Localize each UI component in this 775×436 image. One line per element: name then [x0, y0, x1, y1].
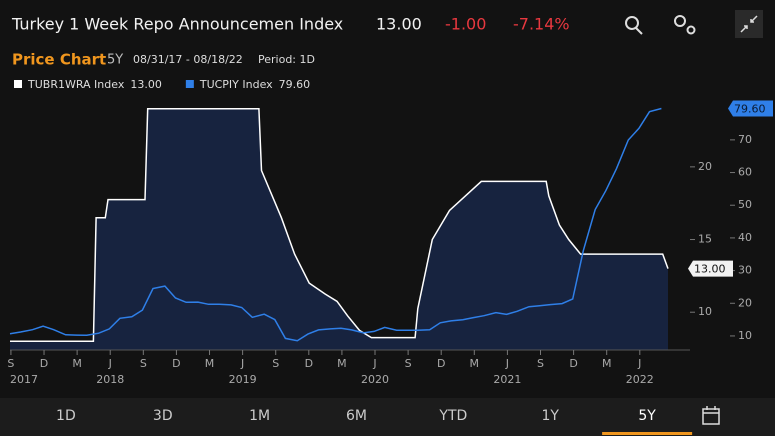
year-label: 2018 [96, 373, 124, 386]
tabs: 1D 3D 1M 6M YTD 1Y 5Y [56, 408, 693, 435]
area [10, 108, 668, 350]
legend-value: 79.60 [279, 78, 311, 91]
settings-icon[interactable] [674, 15, 696, 35]
x-tick-label: D [40, 357, 48, 370]
x-tick-label: D [305, 357, 313, 370]
collapse-button[interactable] [735, 10, 763, 38]
last-value-label: 13.00 [694, 263, 726, 276]
period: Period: 1D [258, 53, 315, 66]
x-tick-label: J [372, 357, 376, 370]
change: -1.00 [445, 15, 486, 34]
x-tick-label: D [569, 357, 577, 370]
tab[interactable]: 1Y [542, 408, 560, 424]
x-tick-label: S [140, 357, 147, 370]
last-value-box [688, 260, 733, 277]
legend-swatch [14, 80, 22, 88]
year-label: 2020 [361, 373, 389, 386]
tab[interactable]: 6M [346, 408, 367, 424]
price-chart-label: Price Chart [12, 51, 106, 69]
legend-label: TUCPIY Index [199, 78, 273, 91]
year-label: 2017 [10, 373, 38, 386]
x-tick-label: M [72, 357, 82, 370]
legend-label: TUBR1WRA Index [27, 78, 125, 91]
y-tick-label: 10 [698, 305, 712, 318]
legend-swatch [185, 80, 194, 88]
y2-tick-label: 30 [738, 264, 752, 277]
x-tick-label: D [172, 357, 180, 370]
x-tick-label: M [337, 357, 347, 370]
y2-tick-label: 70 [738, 133, 752, 146]
x-tick-label: S [7, 357, 14, 370]
legend-value: 13.00 [130, 78, 162, 91]
x-tick-label: S [272, 357, 279, 370]
tab[interactable]: 1D [56, 408, 76, 424]
x-tick-label: J [108, 357, 112, 370]
year-label: 2019 [229, 373, 257, 386]
calendar-icon[interactable] [702, 406, 720, 425]
y2-tick-label: 40 [738, 231, 752, 244]
x-tick-label: M [205, 357, 215, 370]
x-tick-label: J [637, 357, 641, 370]
x-tick-label: J [240, 357, 244, 370]
search-icon[interactable] [625, 16, 643, 35]
last-value-box [728, 100, 773, 117]
x-tick-label: S [405, 357, 412, 370]
y-tick-label: 20 [698, 160, 712, 173]
last-price: 13.00 [376, 15, 422, 34]
tab[interactable]: 5Y [638, 408, 656, 424]
line [10, 107, 669, 343]
change-pct: -7.14% [513, 15, 570, 34]
line [9, 107, 662, 342]
date-range: 08/31/17 - 08/18/22 [133, 53, 243, 66]
last-value-label: 79.60 [734, 102, 766, 115]
x-tick-label: M [470, 357, 480, 370]
tab[interactable]: YTD [438, 408, 467, 424]
tab-selected-indicator [602, 432, 693, 435]
y2-tick-label: 10 [738, 329, 752, 342]
year-label: 2022 [626, 373, 654, 386]
x-tick-label: M [602, 357, 612, 370]
y-tick-label: 15 [698, 233, 712, 246]
title: Turkey 1 Week Repo Announcemen Index [11, 15, 343, 34]
x-tick-label: S [537, 357, 544, 370]
x-tick-label: D [437, 357, 445, 370]
tab[interactable]: 1M [249, 408, 270, 424]
range[interactable]: 5Y [107, 53, 123, 68]
tab[interactable]: 3D [153, 408, 173, 424]
chart: TUBR1WRA Index 13.00 TUCPIY Index 79.60 S D M J… [7, 78, 773, 386]
y2-tick-label: 20 [738, 296, 752, 309]
y2-tick-label: 50 [738, 198, 752, 211]
y2-tick-label: 60 [738, 166, 752, 179]
year-label: 2021 [493, 373, 521, 386]
tab-bar [0, 398, 775, 436]
x-tick-label: J [505, 357, 509, 370]
